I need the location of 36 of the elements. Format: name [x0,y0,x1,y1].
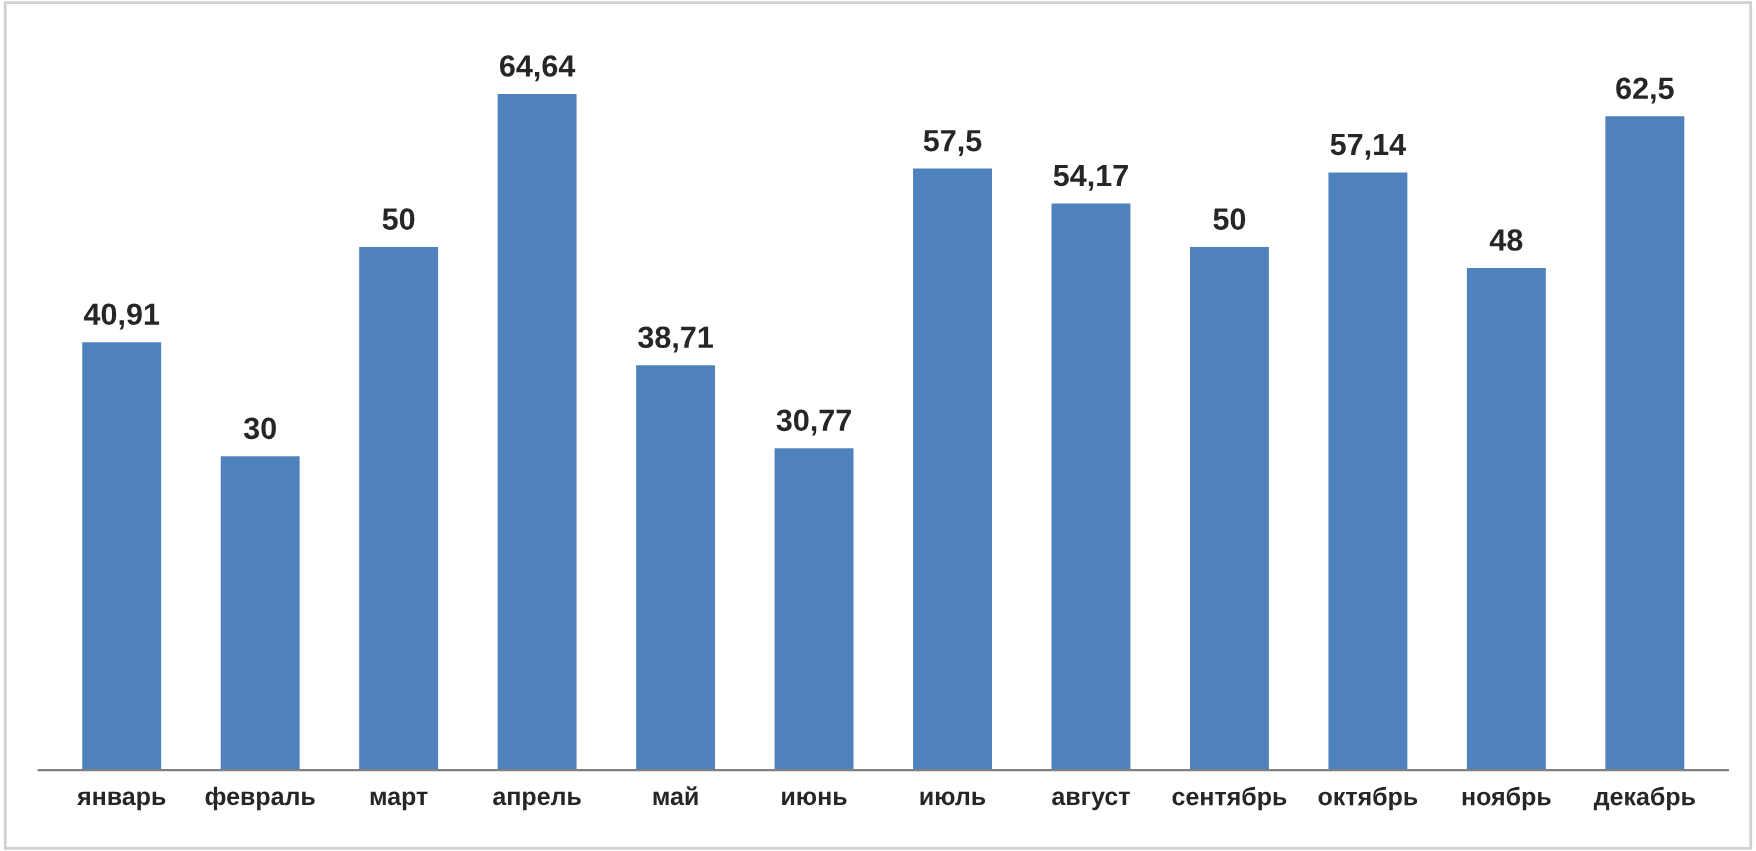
data-label: 64,64 [500,55,576,82]
x-tick-label: май [653,786,698,806]
bar [1605,116,1685,771]
bar [359,247,439,771]
x-tick-label: март [370,791,428,811]
bar [220,456,300,771]
data-label: 50 [1213,208,1246,230]
data-label: 30 [243,417,276,440]
x-tick-label: апрель [493,791,581,811]
bar [1466,268,1546,771]
data-label: 54,17 [1053,164,1128,191]
data-label: 57,5 [923,130,982,156]
x-tick-label: январь [77,791,166,811]
x-tick-label: июль [920,791,986,806]
bar [1189,247,1269,771]
data-label: 57,14 [1330,133,1406,160]
bar [636,365,716,771]
x-tick-label: ноябрь [1462,786,1551,811]
x-tick-label: сентябрь [1172,786,1287,811]
bar [82,342,162,771]
x-tick-label: август [1052,791,1130,811]
bar [497,93,577,771]
data-label: 38,71 [638,326,713,353]
bar [913,168,992,771]
bar [1328,172,1408,771]
data-label: 62,5 [1616,77,1674,104]
x-tick-label: февраль [205,786,315,811]
bar [774,448,854,771]
data-label: 50 [382,208,415,230]
x-tick-label: июнь [782,791,847,806]
x-tick-label: декабрь [1593,786,1695,811]
x-tick-label: октябрь [1318,786,1418,811]
data-label: 40,91 [83,303,160,330]
bar [1051,203,1131,771]
data-label: 30,77 [776,409,851,436]
data-label: 48 [1489,229,1523,251]
